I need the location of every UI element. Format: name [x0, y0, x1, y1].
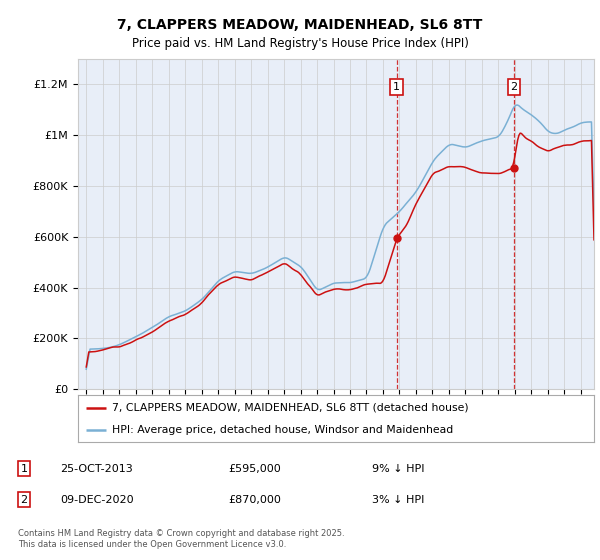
Text: 7, CLAPPERS MEADOW, MAIDENHEAD, SL6 8TT (detached house): 7, CLAPPERS MEADOW, MAIDENHEAD, SL6 8TT … — [112, 403, 468, 413]
Text: £870,000: £870,000 — [228, 494, 281, 505]
Text: 09-DEC-2020: 09-DEC-2020 — [60, 494, 134, 505]
Text: 7, CLAPPERS MEADOW, MAIDENHEAD, SL6 8TT: 7, CLAPPERS MEADOW, MAIDENHEAD, SL6 8TT — [118, 18, 482, 32]
Text: Price paid vs. HM Land Registry's House Price Index (HPI): Price paid vs. HM Land Registry's House … — [131, 37, 469, 50]
Text: 1: 1 — [20, 464, 28, 474]
Text: 2: 2 — [20, 494, 28, 505]
Text: Contains HM Land Registry data © Crown copyright and database right 2025.
This d: Contains HM Land Registry data © Crown c… — [18, 529, 344, 549]
Text: 1: 1 — [393, 82, 400, 92]
Text: £595,000: £595,000 — [228, 464, 281, 474]
Text: 3% ↓ HPI: 3% ↓ HPI — [372, 494, 424, 505]
Text: 2: 2 — [511, 82, 517, 92]
Text: 25-OCT-2013: 25-OCT-2013 — [60, 464, 133, 474]
Text: HPI: Average price, detached house, Windsor and Maidenhead: HPI: Average price, detached house, Wind… — [112, 424, 453, 435]
Text: 9% ↓ HPI: 9% ↓ HPI — [372, 464, 425, 474]
